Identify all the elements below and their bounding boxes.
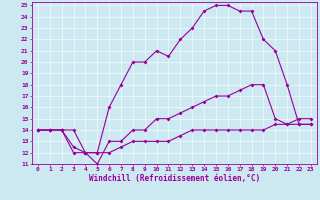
X-axis label: Windchill (Refroidissement éolien,°C): Windchill (Refroidissement éolien,°C) <box>89 174 260 183</box>
